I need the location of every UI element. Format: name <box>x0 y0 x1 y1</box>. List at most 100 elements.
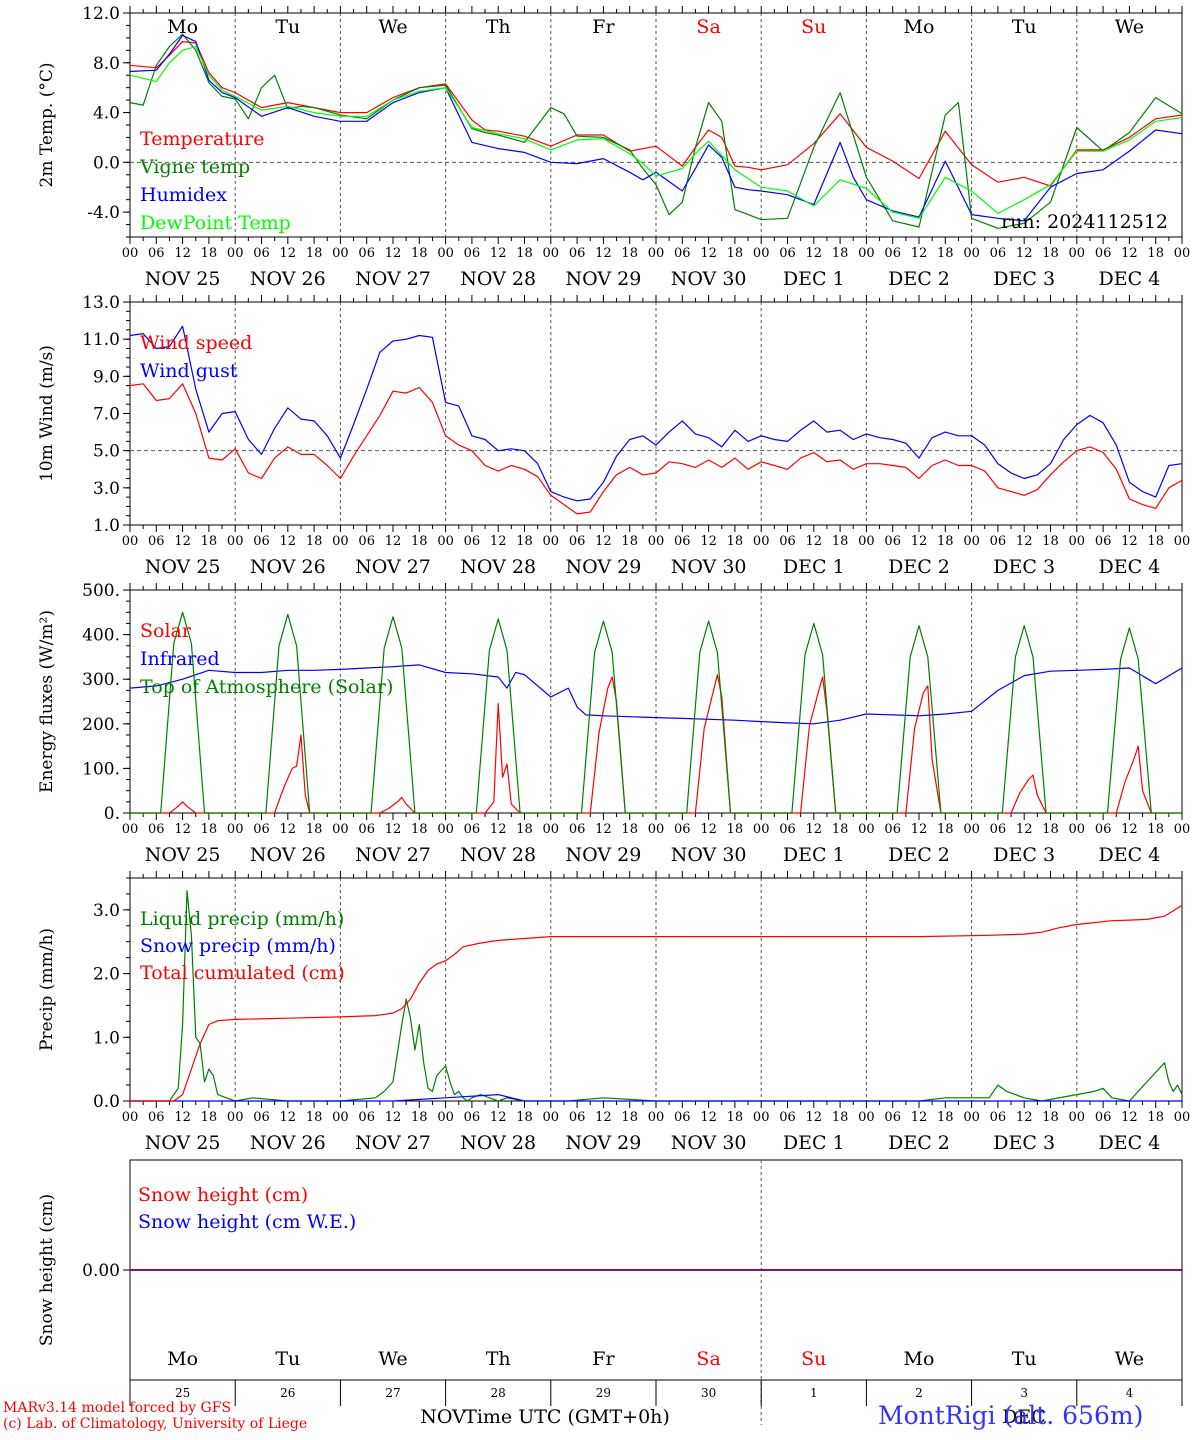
panel-frame <box>129 301 1183 526</box>
hour-label: 00 <box>1069 1110 1086 1125</box>
legend-entry: Snow height (cm) <box>138 1184 308 1206</box>
y-tick-label: 3.0 <box>93 479 120 499</box>
weekday-label-bottom: Tu <box>275 1348 300 1370</box>
date-label: DEC 1 <box>783 1132 845 1154</box>
hour-label: 12 <box>911 534 928 549</box>
hour-label: 00 <box>332 246 349 261</box>
date-label: NOV 30 <box>671 1132 747 1154</box>
hour-label: 00 <box>543 822 560 837</box>
run-label: run: 2024112512 <box>1001 211 1168 233</box>
panel-frame <box>129 12 1183 238</box>
hour-label: 18 <box>411 1110 428 1125</box>
y-tick-label: -4.0 <box>87 203 120 223</box>
weekday-label-bottom: Mo <box>167 1348 198 1370</box>
credit-line-model: MARv3.14 model forced by GFS <box>3 1400 232 1416</box>
hour-label: 18 <box>1147 246 1164 261</box>
date-label: DEC 4 <box>1099 556 1161 578</box>
hour-label: 00 <box>648 1110 665 1125</box>
hour-label: 18 <box>1042 822 1059 837</box>
hour-label: 18 <box>306 1110 323 1125</box>
legend-entry: Infrared <box>140 648 220 670</box>
hour-label: 00 <box>963 822 980 837</box>
y-axis-label: 10m Wind (m/s) <box>37 345 57 482</box>
hour-label: 12 <box>911 822 928 837</box>
date-label: DEC 2 <box>888 1132 950 1154</box>
hour-label: 00 <box>437 534 454 549</box>
date-label: NOV 28 <box>460 556 536 578</box>
hour-label: 18 <box>937 246 954 261</box>
x-axis-title: Time UTC (GMT+0h) <box>464 1406 670 1428</box>
hour-label: 12 <box>595 1110 612 1125</box>
day-number-label: 27 <box>385 1386 400 1400</box>
hour-label: 18 <box>411 534 428 549</box>
y-axis-label: Energy fluxes (W/m²) <box>37 610 57 793</box>
hour-label: 12 <box>385 246 402 261</box>
hour-label: 18 <box>516 822 533 837</box>
hour-label: 12 <box>280 822 297 837</box>
hour-label: 00 <box>753 1110 770 1125</box>
hour-label: 00 <box>753 822 770 837</box>
hour-label: 06 <box>148 1110 165 1125</box>
day-number-label: 2 <box>915 1386 923 1400</box>
hour-label: 00 <box>543 1110 560 1125</box>
hour-label: 06 <box>1095 822 1112 837</box>
y-tick-label: 1.0 <box>93 1028 120 1048</box>
hour-label: 18 <box>621 822 638 837</box>
series-line <box>129 40 1183 187</box>
date-label: NOV 26 <box>250 268 326 290</box>
hour-label: 12 <box>700 246 717 261</box>
hour-label: 00 <box>858 822 875 837</box>
hour-label: 06 <box>464 1110 481 1125</box>
y-tick-label: 100. <box>82 759 120 779</box>
hour-label: 12 <box>280 246 297 261</box>
hour-label: 18 <box>937 822 954 837</box>
hour-label: 18 <box>832 822 849 837</box>
weekday-label-bottom: Tu <box>1012 1348 1037 1370</box>
hour-label: 06 <box>464 822 481 837</box>
legend-entry: Humidex <box>140 184 227 206</box>
y-tick-label: 13.0 <box>82 293 120 313</box>
hour-label: 12 <box>911 1110 928 1125</box>
hour-label: 12 <box>280 534 297 549</box>
hour-label: 06 <box>569 822 586 837</box>
y-tick-label: 7.0 <box>93 405 120 425</box>
y-tick-label: 4.0 <box>93 104 120 124</box>
hour-label: 12 <box>490 246 507 261</box>
hour-label: 06 <box>464 246 481 261</box>
hour-label: 00 <box>963 534 980 549</box>
date-label: DEC 3 <box>993 844 1055 866</box>
hour-label: 06 <box>779 822 796 837</box>
weekday-label-bottom: Th <box>486 1348 511 1370</box>
date-label: DEC 3 <box>993 556 1055 578</box>
date-label: NOV 26 <box>250 1132 326 1154</box>
hour-label: 00 <box>227 1110 244 1125</box>
hour-label: 18 <box>516 246 533 261</box>
date-label: DEC 2 <box>888 268 950 290</box>
date-label: DEC 1 <box>783 556 845 578</box>
weekday-label-bottom: Sa <box>696 1348 720 1370</box>
date-label: NOV 25 <box>145 556 221 578</box>
hour-label: 06 <box>253 246 270 261</box>
date-label: NOV 27 <box>355 844 431 866</box>
hour-label: 12 <box>806 534 823 549</box>
hour-label: 00 <box>543 534 560 549</box>
credits: MARv3.14 model forced by GFS (c) Lab. of… <box>3 1400 307 1432</box>
hour-label: 12 <box>1121 1110 1138 1125</box>
date-label: NOV 25 <box>145 844 221 866</box>
hour-label: 12 <box>490 1110 507 1125</box>
legend-entry: Total cumulated (cm) <box>140 962 345 984</box>
legend-entry: Wind gust <box>140 360 238 382</box>
weekday-label: Mo <box>904 16 935 38</box>
date-label: NOV 29 <box>565 268 641 290</box>
legend-entry: Wind speed <box>140 332 252 354</box>
legend-entry: Solar <box>140 620 192 642</box>
y-tick-label: 0.0 <box>93 153 120 173</box>
y-tick-label: 0.00 <box>82 1261 120 1281</box>
hour-label: 18 <box>1147 1110 1164 1125</box>
hour-label: 18 <box>1042 534 1059 549</box>
hour-label: 18 <box>621 534 638 549</box>
series-line <box>130 1093 1182 1102</box>
date-label: NOV 25 <box>145 268 221 290</box>
date-label: DEC 4 <box>1099 844 1161 866</box>
